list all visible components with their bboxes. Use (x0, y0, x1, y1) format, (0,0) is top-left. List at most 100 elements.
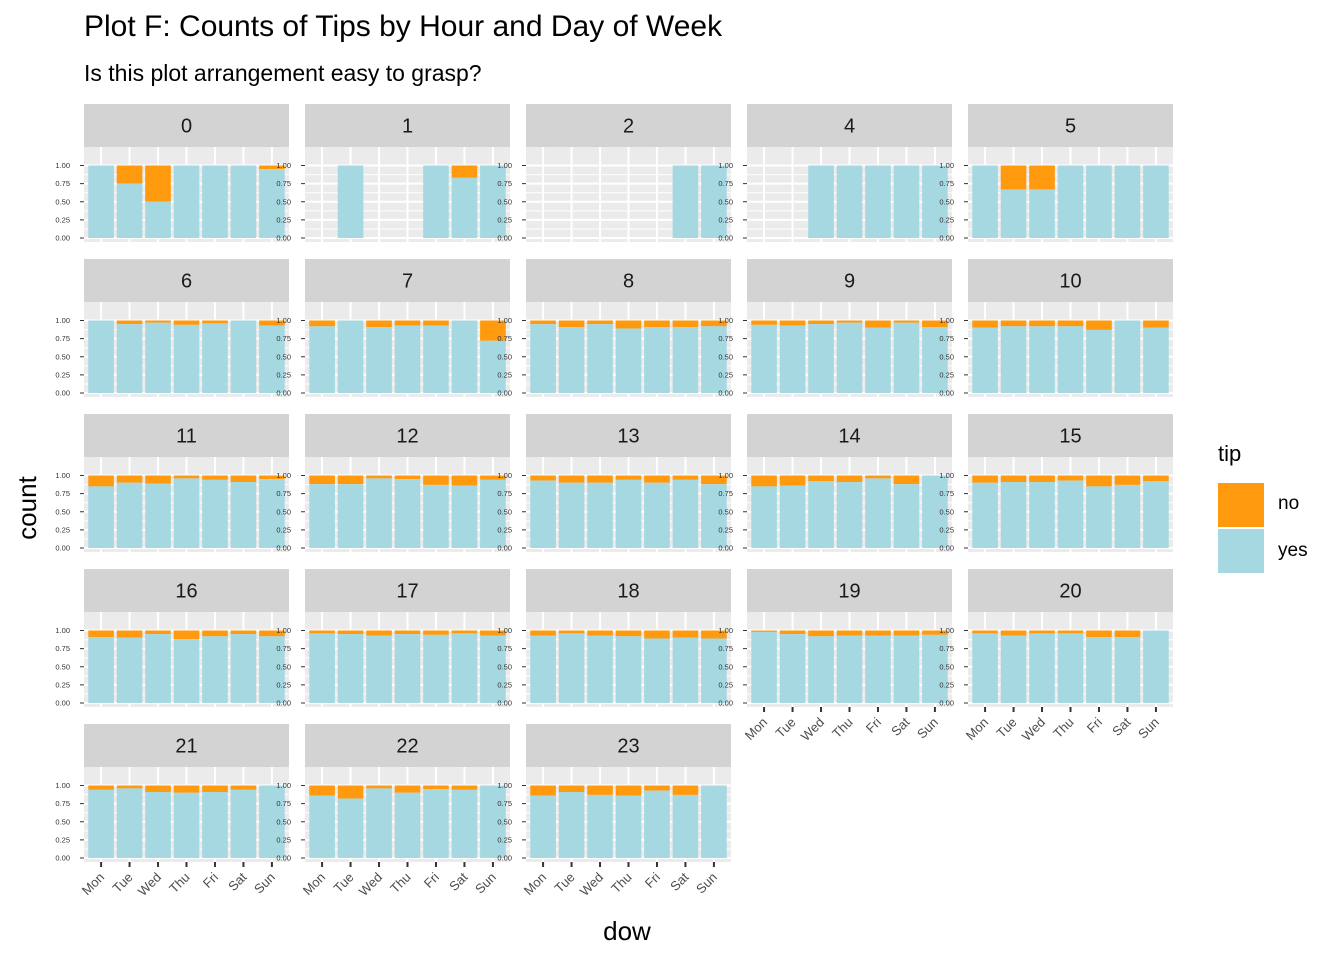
facet-18-ytick-label: 1.00 (497, 626, 512, 635)
facet-7-bar-no-Wed (366, 320, 392, 328)
facet-6-ytick-label: 0.00 (55, 389, 70, 398)
facet-20-bar-yes-Sat (1114, 637, 1141, 703)
facet-8-ytick-label: 0.00 (497, 389, 512, 398)
facet-16-bar-yes-Tue (116, 637, 143, 703)
facet-14-bar-yes-Wed (808, 481, 834, 548)
facet-19-bar-yes-Thu (836, 635, 863, 703)
facet-7-ytick-label: 0.25 (276, 370, 291, 379)
facet-22-bar-no-Fri (423, 785, 449, 790)
facet-14-bar-yes-Mon (751, 486, 777, 548)
facet-16-ytick-label: 1.00 (55, 626, 70, 635)
facet-23-bar-no-Tue (558, 785, 585, 793)
facet-11-strip-label: 11 (176, 426, 197, 448)
facet-14-bar-yes-Sun (922, 475, 948, 548)
facet-11-bar-yes-Thu (173, 478, 200, 548)
legend-key-no (1218, 483, 1264, 527)
facet-1-strip (305, 104, 510, 147)
facet-17-bar-yes-Sun (480, 635, 506, 703)
facet-9-bar-no-Tue (779, 320, 806, 326)
facet-22-xtick-label-Mon: Mon (300, 870, 328, 898)
facet-6-ytick-label: 0.50 (55, 352, 70, 361)
facet-13-strip-label: 13 (617, 426, 639, 448)
facet-20-bar-yes-Sun (1143, 630, 1169, 703)
facet-23-ytick-label: 0.75 (497, 799, 512, 808)
facet-21-strip (84, 724, 289, 767)
facet-19-bar-no-Sun (922, 630, 948, 635)
facet-6-bar-yes-Tue (116, 324, 143, 393)
facet-22-ytick-label: 0.25 (276, 835, 291, 844)
facet-21-strip-label: 21 (175, 736, 197, 758)
facet-9-bar-yes-Sat (893, 322, 920, 393)
facet-6-bar-yes-Mon (88, 320, 114, 393)
facet-6-strip (84, 259, 289, 302)
facet-11-bar-yes-Fri (202, 479, 228, 548)
facet-2-ytick-label: 0.50 (497, 197, 512, 206)
facet-7-bar-yes-Tue (337, 320, 364, 393)
facet-22-bar-yes-Sun (480, 785, 506, 858)
facet-10-bar-yes-Fri (1086, 329, 1112, 393)
facet-12-bar-no-Wed (366, 475, 392, 479)
facet-18-bar-yes-Sun (701, 638, 727, 703)
facet-7-ytick-label: 1.00 (276, 316, 291, 325)
facet-11-bar-no-Sat (230, 475, 257, 483)
x-axis-title: dow (603, 916, 651, 946)
facet-22-bar-yes-Thu (394, 792, 421, 858)
facet-22-strip-label: 22 (396, 736, 418, 758)
facet-15-bar-no-Wed (1029, 475, 1055, 483)
facet-9-bar-yes-Tue (779, 325, 806, 393)
facet-5-bar-yes-Tue (1000, 189, 1027, 238)
facet-12-bar-yes-Sat (451, 485, 478, 548)
facet-14-ytick-label: 0.50 (718, 507, 733, 516)
facet-23-bar-yes-Sat (672, 794, 699, 858)
facet-5-ytick-label: 0.75 (939, 179, 954, 188)
facet-11-bar-no-Tue (116, 475, 143, 483)
facet-18-bar-no-Sat (672, 630, 699, 638)
facet-17-bar-yes-Wed (366, 635, 392, 703)
facet-23-bar-yes-Sun (701, 785, 727, 858)
facet-15-bar-no-Tue (1000, 475, 1027, 483)
facet-22-bar-yes-Wed (366, 788, 392, 858)
facet-8-ytick-label: 0.75 (497, 334, 512, 343)
facet-17-bar-no-Thu (394, 630, 421, 635)
facet-9-bar-yes-Fri (865, 327, 891, 393)
facet-10-bar-yes-Sun (1143, 327, 1169, 393)
facet-7-ytick-label: 0.75 (276, 334, 291, 343)
facet-6-bar-yes-Sat (230, 320, 257, 393)
facet-14-bar-no-Tue (779, 475, 806, 486)
facet-4-ytick-label: 0.50 (718, 197, 733, 206)
facet-7-ytick-label: 0.50 (276, 352, 291, 361)
facet-4-bar-yes-Sat (893, 165, 920, 238)
facet-15-strip (968, 414, 1173, 457)
facet-7-bar-no-Mon (309, 320, 335, 327)
facet-10-ytick-label: 0.50 (939, 352, 954, 361)
facet-7-bar-yes-Sun (480, 340, 506, 393)
facet-19-bar-no-Thu (836, 630, 863, 636)
facet-13-bar-no-Wed (587, 475, 613, 483)
facet-1-ytick-label: 0.75 (276, 179, 291, 188)
facet-18-bar-no-Fri (644, 630, 670, 639)
facet-19-ytick-label: 0.25 (718, 680, 733, 689)
chart-subtitle: Is this plot arrangement easy to grasp? (84, 60, 482, 86)
facet-7-bar-yes-Mon (309, 326, 335, 393)
facet-10-ytick-label: 0.25 (939, 370, 954, 379)
facet-18-strip-label: 18 (617, 581, 639, 603)
facet-0-strip-label: 0 (181, 116, 192, 138)
facet-4-strip (747, 104, 952, 147)
facet-6-bar-yes-Fri (202, 323, 228, 393)
facet-12-bar-yes-Thu (394, 479, 421, 548)
facet-11-bar-yes-Mon (88, 486, 114, 548)
facet-18-ytick-label: 0.75 (497, 644, 512, 653)
facet-23-strip (526, 724, 731, 767)
facet-21-bar-no-Fri (202, 785, 228, 793)
facet-16-bar-no-Thu (173, 630, 200, 640)
facet-15-bar-no-Thu (1057, 475, 1084, 481)
facet-5-ytick-label: 1.00 (939, 161, 954, 170)
facet-10-strip-label: 10 (1059, 271, 1081, 293)
facet-19-strip (747, 569, 952, 612)
facet-7-ytick-label: 0.00 (276, 389, 291, 398)
facet-12-bar-no-Mon (309, 475, 335, 485)
facet-8-bar-yes-Sat (672, 327, 699, 393)
facet-14-bar-yes-Tue (779, 485, 806, 548)
facet-22-xtick-label-Tue: Tue (331, 870, 357, 896)
facet-6-bar-no-Thu (173, 320, 200, 325)
